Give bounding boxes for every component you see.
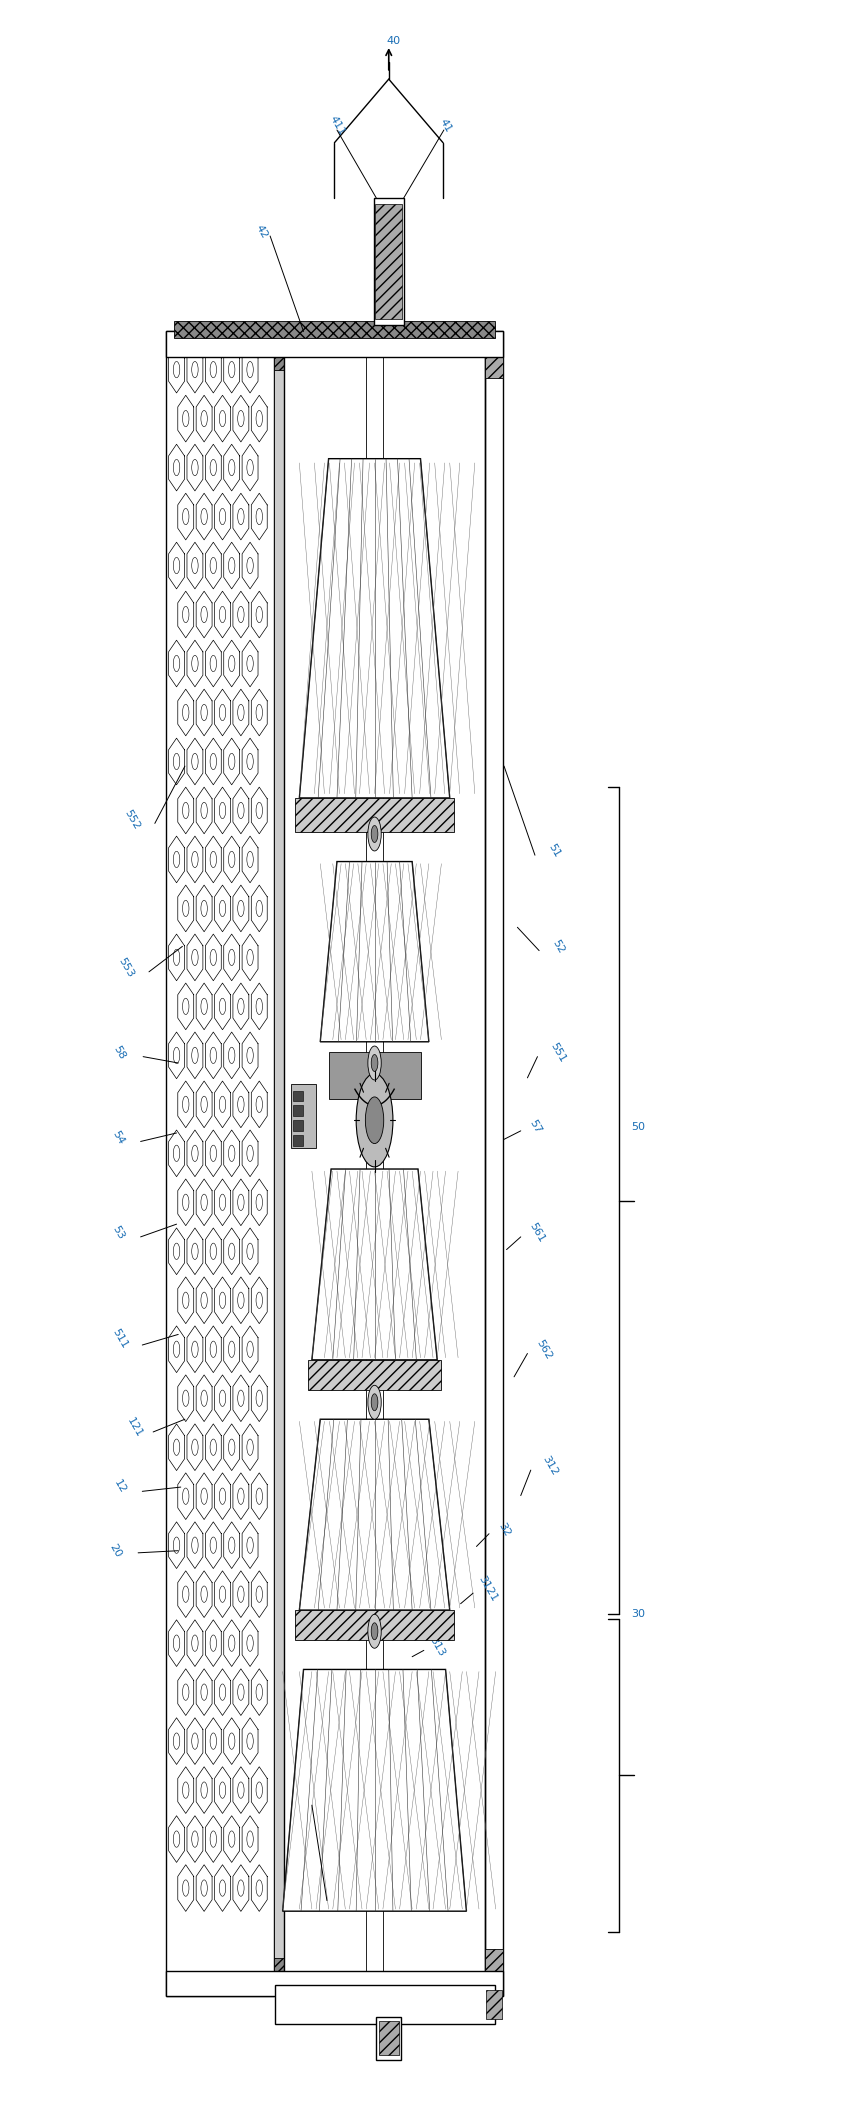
Bar bbox=[166, 332, 274, 1996]
Text: 32: 32 bbox=[496, 1520, 512, 1537]
Text: 42: 42 bbox=[254, 223, 270, 240]
Text: 121: 121 bbox=[125, 1416, 145, 1439]
Circle shape bbox=[357, 1074, 393, 1167]
Text: 20: 20 bbox=[108, 1541, 124, 1558]
Polygon shape bbox=[299, 1420, 450, 1609]
Bar bbox=[274, 332, 284, 1996]
Circle shape bbox=[371, 825, 378, 842]
Bar bbox=[308, 1361, 442, 1390]
Bar bbox=[484, 1950, 503, 1996]
Bar bbox=[293, 1135, 303, 1146]
Text: 3121: 3121 bbox=[476, 1573, 499, 1603]
Polygon shape bbox=[320, 861, 429, 1042]
Text: 312: 312 bbox=[541, 1454, 559, 1478]
Circle shape bbox=[371, 1395, 378, 1412]
Text: 57: 57 bbox=[528, 1118, 543, 1135]
Text: 53: 53 bbox=[110, 1225, 126, 1242]
Bar bbox=[275, 1986, 495, 2024]
Text: 511: 511 bbox=[110, 1327, 130, 1350]
Bar bbox=[484, 332, 503, 378]
Circle shape bbox=[371, 1622, 378, 1639]
Text: 58: 58 bbox=[112, 1044, 128, 1061]
Circle shape bbox=[368, 1614, 381, 1648]
Bar bbox=[293, 1120, 303, 1131]
Text: 51: 51 bbox=[547, 842, 562, 859]
Bar bbox=[274, 332, 284, 370]
Text: 561: 561 bbox=[528, 1220, 547, 1244]
Text: 30: 30 bbox=[631, 1609, 645, 1620]
Text: 562: 562 bbox=[535, 1337, 553, 1361]
Bar bbox=[485, 1990, 502, 2020]
Text: 553: 553 bbox=[117, 957, 136, 980]
Text: 40: 40 bbox=[387, 36, 401, 47]
Bar bbox=[274, 1971, 503, 1996]
Polygon shape bbox=[283, 1669, 467, 1911]
Text: 10: 10 bbox=[305, 1896, 319, 1905]
Bar bbox=[166, 332, 503, 357]
Bar bbox=[375, 204, 402, 319]
Bar bbox=[274, 332, 503, 357]
Text: 41: 41 bbox=[437, 117, 453, 134]
Bar bbox=[166, 1971, 503, 1996]
Polygon shape bbox=[299, 459, 450, 797]
Text: 551: 551 bbox=[549, 1042, 568, 1063]
Bar bbox=[329, 1052, 420, 1099]
Bar bbox=[373, 198, 404, 325]
Bar bbox=[293, 1091, 303, 1101]
Bar bbox=[174, 321, 495, 338]
Text: 50: 50 bbox=[631, 1123, 645, 1131]
Circle shape bbox=[368, 1046, 381, 1080]
Bar bbox=[295, 797, 454, 831]
Bar bbox=[274, 1958, 284, 1996]
Text: 12: 12 bbox=[112, 1478, 128, 1497]
Circle shape bbox=[365, 1097, 383, 1144]
Bar bbox=[376, 2018, 401, 2060]
Bar bbox=[293, 1106, 303, 1116]
Text: 52: 52 bbox=[551, 938, 566, 955]
Text: 313: 313 bbox=[427, 1635, 447, 1658]
Polygon shape bbox=[312, 1169, 437, 1361]
Text: 552: 552 bbox=[123, 808, 142, 831]
Bar bbox=[291, 1084, 316, 1148]
Text: 411: 411 bbox=[327, 115, 346, 138]
Circle shape bbox=[371, 1054, 378, 1072]
Circle shape bbox=[368, 816, 381, 850]
Text: 54: 54 bbox=[110, 1129, 126, 1146]
Bar bbox=[295, 1609, 454, 1639]
Bar bbox=[378, 2022, 399, 2056]
Bar bbox=[484, 332, 503, 1996]
Circle shape bbox=[368, 1386, 381, 1420]
